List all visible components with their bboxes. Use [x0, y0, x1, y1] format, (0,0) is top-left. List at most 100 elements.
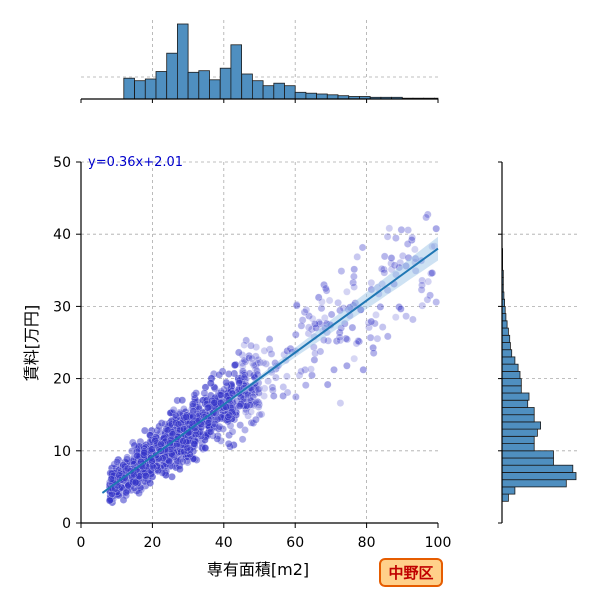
scatter-point: [321, 284, 330, 293]
scatter-point: [183, 457, 191, 465]
scatter-point: [350, 354, 359, 363]
scatter-point: [409, 315, 417, 324]
y-tick-label: 30: [53, 299, 71, 315]
y-hist-bar: [501, 479, 567, 488]
scatter-point: [190, 440, 199, 448]
scatter-point: [311, 349, 319, 358]
scatter-point: [335, 328, 344, 337]
scatter-point: [204, 403, 212, 412]
scatter-point: [157, 419, 166, 427]
scatter-point: [297, 367, 306, 376]
x-tick-label: 80: [358, 535, 376, 551]
scatter-point: [140, 448, 149, 457]
scatter-point: [383, 332, 392, 341]
scatter-point: [408, 233, 417, 242]
scatter-point: [113, 457, 121, 466]
y-hist-bar: [501, 320, 508, 329]
y-tick-label: 0: [62, 516, 71, 532]
scatter-point: [320, 280, 328, 289]
scatter-point: [317, 304, 326, 313]
scatter-point: [234, 348, 243, 357]
scatter-point: [241, 408, 250, 416]
scatter-point: [311, 320, 320, 329]
y-hist-bar: [501, 356, 516, 365]
scatter-point: [248, 359, 257, 368]
scatter-point: [359, 365, 368, 374]
scatter-point: [123, 464, 132, 473]
scatter-point: [188, 400, 197, 408]
scatter-point: [327, 310, 336, 319]
y-hist-bar: [501, 399, 529, 408]
y-hist-bar: [501, 435, 535, 444]
scatter-point: [325, 296, 334, 305]
scatter-point: [249, 393, 257, 401]
scatter-point: [225, 411, 234, 420]
scatter-point: [314, 293, 323, 302]
scatter-point: [189, 412, 197, 421]
x-hist-bar: [316, 93, 328, 100]
scatter-point: [292, 301, 301, 310]
scatter-point: [391, 313, 400, 322]
scatter-point: [283, 372, 291, 381]
scatter-point: [111, 484, 119, 493]
scatter-point: [343, 361, 351, 370]
scatter-point: [235, 402, 244, 410]
scatter-point: [157, 440, 165, 448]
scatter-point: [424, 277, 433, 286]
scatter-point: [189, 407, 198, 416]
y-hist-bar: [501, 414, 535, 423]
x-hist-bar: [305, 92, 317, 100]
x-hist-bar: [273, 82, 285, 100]
scatter-point: [242, 336, 250, 345]
scatter-point: [336, 399, 345, 407]
scatter-point: [169, 405, 178, 414]
scatter-point: [165, 457, 173, 466]
scatter-point: [310, 356, 319, 364]
scatter-point: [141, 471, 150, 480]
scatter-point: [130, 441, 139, 450]
scatter-point: [377, 265, 386, 273]
scatter-point: [383, 232, 392, 241]
scatter-point: [372, 311, 380, 319]
scatter-point: [350, 283, 358, 291]
scatter-point: [240, 371, 249, 379]
scatter-point: [255, 384, 264, 393]
scatter-point: [222, 378, 231, 387]
regression-line: [101, 247, 439, 494]
scatter-point: [244, 411, 252, 420]
scatter-point: [129, 457, 137, 465]
scatter-point: [376, 303, 385, 311]
y-hist-bar: [501, 363, 519, 372]
y-hist-bar: [501, 385, 522, 394]
y-hist-bar: [501, 407, 535, 416]
scatter-point: [369, 349, 378, 357]
scatter-point: [211, 420, 219, 428]
main-axes: 0 20 40 60 80 100 0 10 20 30 40 50: [53, 155, 451, 551]
scatter-point: [175, 465, 184, 474]
scatter-point: [260, 346, 269, 355]
scatter-point: [177, 448, 185, 456]
x-hist-bar: [262, 85, 275, 100]
scatter-point: [292, 393, 300, 401]
scatter-point: [426, 291, 434, 300]
scatter-point: [247, 407, 255, 416]
scatter-point: [402, 312, 410, 321]
scatter-point: [373, 334, 382, 343]
scatter-point: [334, 298, 342, 307]
scatter-point: [206, 427, 215, 436]
scatter-point: [107, 475, 116, 483]
y-axis-label: 賃料[万円]: [22, 305, 41, 382]
scatter-point: [215, 370, 224, 379]
x-hist-bar: [294, 91, 307, 100]
scatter-point: [380, 268, 389, 277]
scatter-point: [418, 301, 427, 310]
scatter-point: [301, 381, 310, 390]
scatter-point: [358, 243, 367, 252]
scatter-point: [342, 334, 350, 343]
scatter-point: [247, 341, 255, 350]
scatter-point: [230, 361, 239, 370]
district-badge-label: 中野区: [388, 564, 433, 582]
x-tick-label: 40: [215, 535, 233, 551]
scatter-point: [353, 253, 362, 261]
